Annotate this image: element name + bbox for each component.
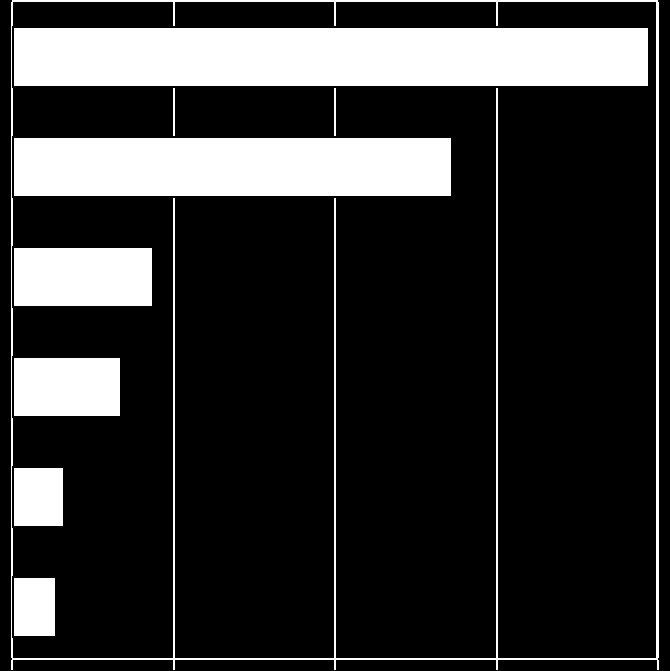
x-tick <box>173 660 175 670</box>
bar <box>12 466 65 528</box>
bar-slot <box>12 466 658 528</box>
x-gridline <box>173 2 175 658</box>
bar-slot <box>12 136 658 198</box>
bar <box>12 576 57 638</box>
x-tick <box>657 660 659 670</box>
x-tick <box>496 660 498 670</box>
horizontal-bar-chart <box>0 0 670 671</box>
plot-area <box>12 0 658 660</box>
bar <box>12 26 650 88</box>
bar-slot <box>12 576 658 638</box>
bar <box>12 136 453 198</box>
bar-slot <box>12 356 658 418</box>
bar <box>12 246 154 308</box>
x-gridline <box>334 2 336 658</box>
bar-slot <box>12 26 658 88</box>
x-gridline <box>11 2 13 658</box>
x-gridline <box>657 2 659 658</box>
bar <box>12 356 122 418</box>
x-gridline <box>496 2 498 658</box>
x-tick <box>334 660 336 670</box>
bar-slot <box>12 246 658 308</box>
x-tick <box>11 660 13 670</box>
